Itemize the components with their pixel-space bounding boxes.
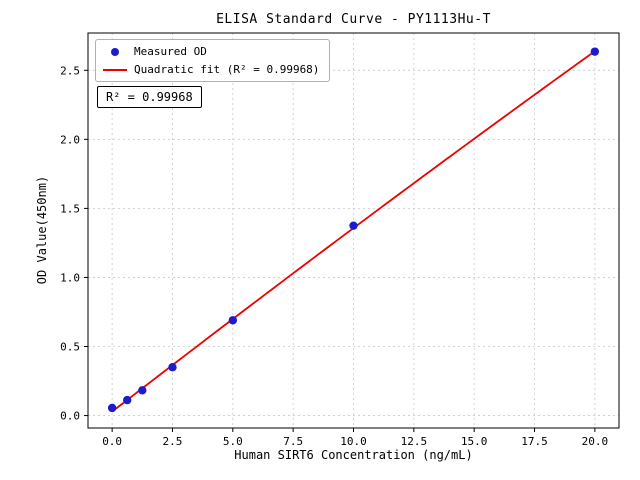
- r-squared-annotation: R² = 0.99968: [97, 86, 202, 108]
- x-tick-label: 0.0: [102, 435, 122, 448]
- scatter-marker-icon: [111, 47, 119, 56]
- data-point: [107, 403, 117, 413]
- legend-label-quadratic-fit: Quadratic fit (R² = 0.99968): [134, 63, 320, 76]
- y-tick-label: 2.0: [60, 133, 80, 146]
- y-tick-label: 2.5: [60, 64, 80, 77]
- y-tick-label: 1.5: [60, 202, 80, 215]
- data-point: [123, 395, 132, 405]
- y-axis-label: OD Value(450nm): [35, 175, 49, 285]
- x-tick-label: 17.5: [521, 435, 548, 448]
- legend-entry-measured-od: Measured OD: [103, 45, 319, 58]
- data-point: [168, 363, 177, 372]
- data-point: [590, 47, 600, 56]
- x-tick-label: 20.0: [582, 435, 609, 448]
- x-tick-label: 2.5: [163, 435, 183, 448]
- legend-entry-quadratic-fit: Quadratic fit (R² = 0.99968): [103, 63, 319, 76]
- x-tick-label: 15.0: [461, 435, 488, 448]
- legend-label-measured-od: Measured OD: [134, 45, 207, 58]
- line-marker-icon: [103, 68, 127, 71]
- y-tick-label: 0.0: [60, 410, 80, 423]
- x-axis-label: Human SIRT6 Concentration (ng/mL): [234, 448, 473, 462]
- x-tick-label: 7.5: [283, 435, 303, 448]
- legend: Measured OD Quadratic fit (R² = 0.99968): [95, 39, 331, 82]
- chart-title: ELISA Standard Curve - PY1113Hu-T: [216, 12, 491, 27]
- data-point: [349, 221, 358, 230]
- legend-marker: [103, 47, 127, 56]
- legend-marker: [103, 68, 127, 71]
- y-tick-label: 0.5: [60, 341, 80, 354]
- x-tick-label: 5.0: [223, 435, 243, 448]
- data-point: [228, 316, 238, 325]
- y-tick-label: 1.0: [60, 271, 80, 284]
- x-tick-label: 12.5: [401, 435, 428, 448]
- x-tick-label: 10.0: [340, 435, 367, 448]
- data-point: [138, 386, 147, 395]
